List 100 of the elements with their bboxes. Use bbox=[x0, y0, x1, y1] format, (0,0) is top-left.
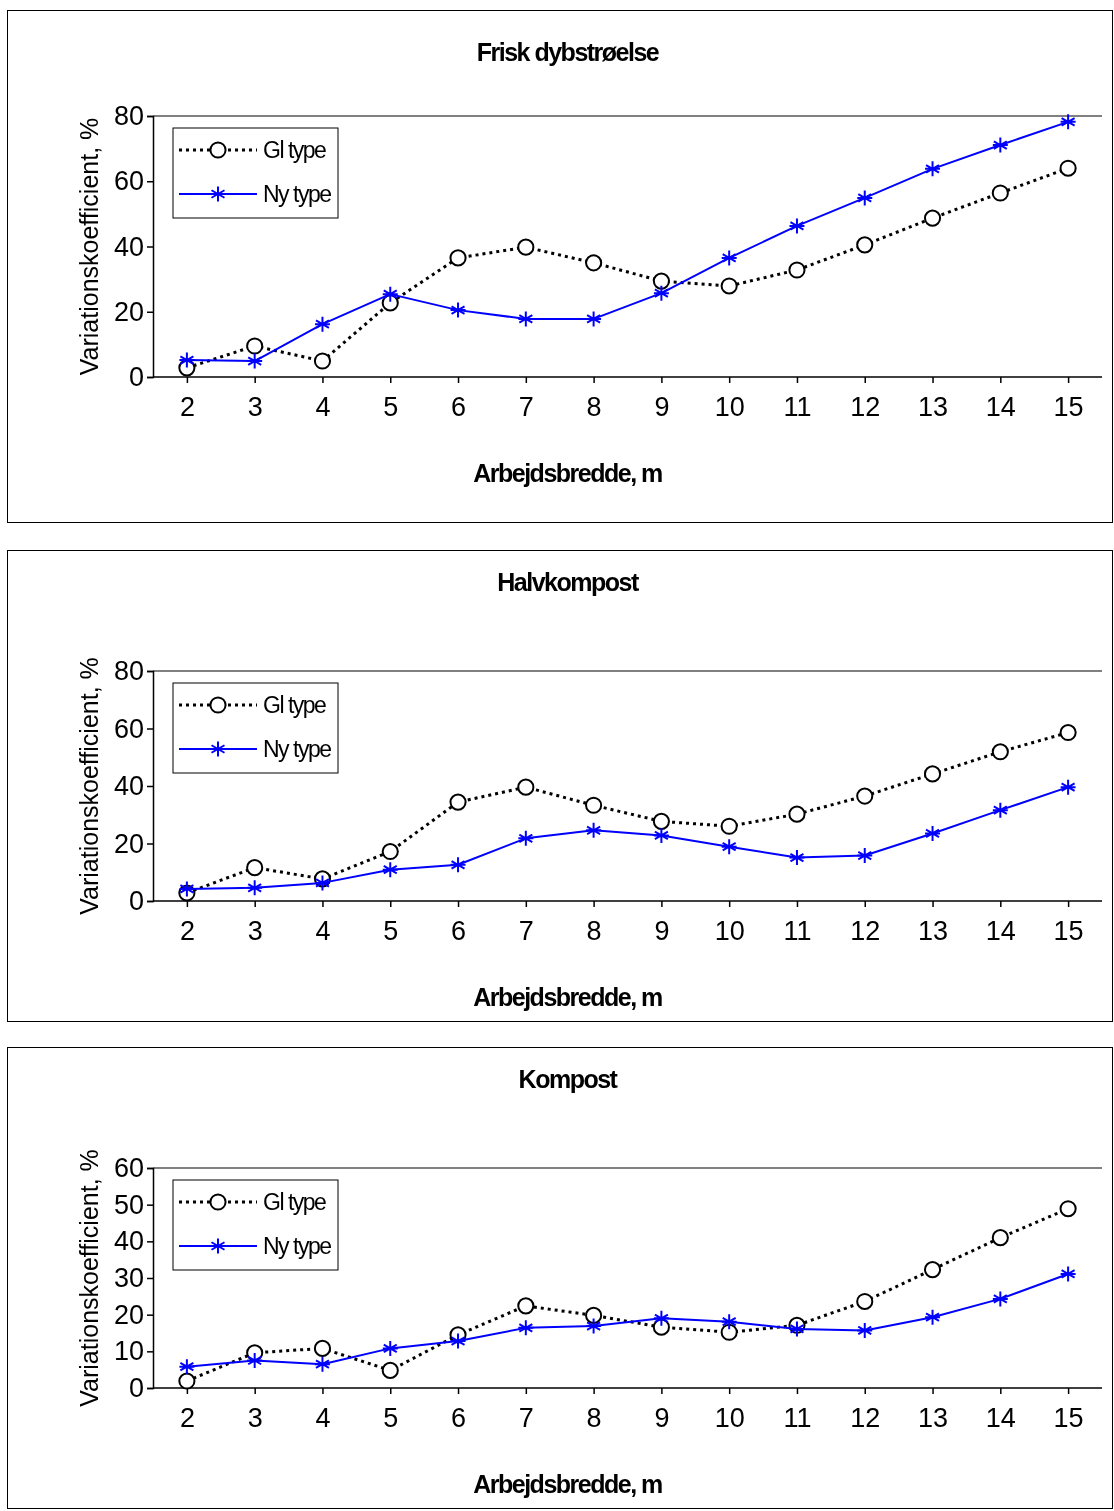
y-tick-label: 30 bbox=[113, 1263, 144, 1294]
point bbox=[178, 880, 196, 898]
x-tick-label: 10 bbox=[714, 1403, 745, 1434]
point bbox=[246, 1352, 264, 1369]
point bbox=[1059, 159, 1077, 177]
point bbox=[517, 778, 535, 796]
point bbox=[788, 261, 806, 279]
x-tick-label: 13 bbox=[918, 1403, 949, 1434]
chart-title: Halvkompost bbox=[497, 568, 640, 596]
point bbox=[856, 189, 874, 207]
point bbox=[449, 793, 467, 811]
point bbox=[246, 352, 264, 370]
point bbox=[652, 1309, 670, 1327]
point bbox=[720, 1323, 738, 1341]
x-tick-label: 4 bbox=[315, 1403, 331, 1434]
x-tick-label: 7 bbox=[518, 1403, 534, 1434]
x-tick-label: 11 bbox=[783, 916, 812, 947]
x-tick-label: 10 bbox=[714, 392, 745, 423]
point bbox=[517, 1319, 535, 1337]
point bbox=[720, 249, 738, 267]
y-tick-label: 0 bbox=[128, 886, 144, 917]
point bbox=[1059, 1200, 1077, 1218]
x-tick-label: 7 bbox=[518, 392, 534, 423]
x-tick-label: 12 bbox=[850, 392, 881, 423]
x-tick-label: 5 bbox=[383, 1403, 399, 1434]
point bbox=[652, 272, 670, 290]
point bbox=[517, 310, 535, 328]
point bbox=[585, 1317, 603, 1335]
x-tick-label: 10 bbox=[714, 916, 745, 947]
point bbox=[991, 1229, 1009, 1247]
point bbox=[313, 1339, 332, 1357]
point bbox=[381, 861, 399, 879]
y-tick-label: 50 bbox=[113, 1189, 144, 1220]
point bbox=[924, 1308, 942, 1326]
point bbox=[720, 1313, 738, 1331]
point bbox=[517, 829, 535, 847]
x-tick-label: 7 bbox=[518, 916, 534, 947]
y-tick-label: 10 bbox=[113, 1336, 144, 1367]
y-tick-label: 60 bbox=[113, 166, 144, 197]
point bbox=[991, 184, 1009, 202]
x-tick-label: 14 bbox=[985, 392, 1016, 423]
x-tick-label: 2 bbox=[179, 1403, 195, 1434]
y-tick-label: 80 bbox=[113, 101, 144, 132]
point bbox=[923, 209, 942, 227]
x-tick-label: 9 bbox=[654, 1403, 670, 1434]
x-tick-label: 9 bbox=[654, 916, 670, 947]
point bbox=[788, 1320, 806, 1338]
y-tick-label: 0 bbox=[128, 1373, 144, 1404]
x-tick-label: 12 bbox=[850, 1403, 881, 1434]
y-tick-label: 60 bbox=[113, 1153, 144, 1184]
x-axis-title: Arbejdsbredde, m bbox=[473, 983, 663, 1011]
x-tick-label: 5 bbox=[383, 392, 399, 423]
point bbox=[1059, 113, 1077, 131]
x-tick-label: 5 bbox=[383, 916, 399, 947]
x-tick-label: 2 bbox=[179, 916, 195, 947]
y-tick-label: 0 bbox=[128, 362, 144, 393]
x-axis-title: Arbejdsbredde, m bbox=[473, 1470, 663, 1498]
point bbox=[720, 277, 738, 295]
point bbox=[924, 160, 942, 178]
legend-label: Ny type bbox=[263, 181, 332, 207]
point bbox=[991, 136, 1009, 154]
chart-title: Kompost bbox=[518, 1065, 619, 1093]
y-tick-label: 20 bbox=[113, 296, 144, 327]
y-tick-label: 40 bbox=[113, 771, 144, 802]
x-tick-label: 15 bbox=[1053, 1403, 1084, 1434]
x-tick-label: 8 bbox=[586, 916, 602, 947]
point bbox=[856, 236, 874, 254]
point bbox=[991, 743, 1009, 761]
x-tick-label: 11 bbox=[783, 1403, 812, 1434]
point bbox=[1059, 778, 1077, 796]
point bbox=[313, 874, 331, 892]
y-tick-label: 20 bbox=[113, 1299, 144, 1330]
point bbox=[381, 1339, 399, 1357]
point bbox=[449, 1332, 467, 1350]
x-tick-label: 13 bbox=[918, 392, 949, 423]
x-tick-label: 3 bbox=[247, 392, 263, 423]
point bbox=[517, 238, 535, 256]
y-axis-title: Variationskoefficient, % bbox=[75, 117, 103, 376]
x-tick-label: 9 bbox=[654, 392, 670, 423]
point bbox=[313, 315, 331, 333]
y-tick-label: 60 bbox=[113, 713, 144, 744]
point bbox=[788, 805, 806, 823]
point bbox=[788, 849, 806, 867]
x-tick-label: 15 bbox=[1053, 392, 1084, 423]
x-tick-label: 2 bbox=[179, 392, 195, 423]
point bbox=[449, 301, 467, 319]
x-tick-label: 14 bbox=[985, 1403, 1016, 1434]
point bbox=[856, 847, 874, 865]
y-tick-label: 40 bbox=[113, 231, 144, 262]
legend-label: Gl type bbox=[263, 137, 327, 163]
x-axis-title: Arbejdsbredde, m bbox=[473, 459, 663, 487]
point bbox=[585, 310, 603, 328]
point bbox=[652, 826, 670, 844]
point bbox=[313, 352, 332, 370]
x-tick-label: 11 bbox=[783, 392, 812, 423]
point bbox=[178, 1372, 196, 1390]
legend-label: Gl type bbox=[263, 692, 327, 718]
point bbox=[991, 801, 1009, 819]
point bbox=[585, 821, 603, 839]
legend-label: Gl type bbox=[263, 1189, 327, 1215]
